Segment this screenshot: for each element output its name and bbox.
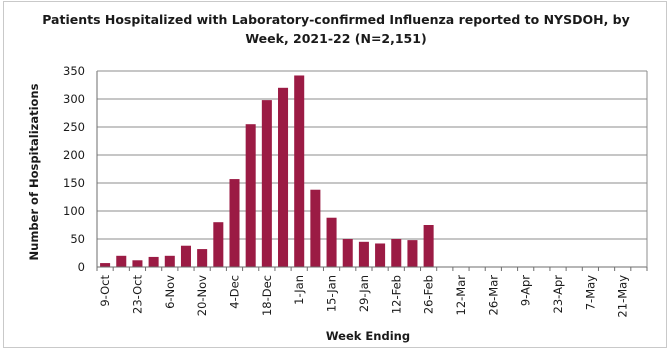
x-tick-label: 7-May xyxy=(583,275,597,310)
bar xyxy=(358,241,369,267)
x-tick-label: 26-Mar xyxy=(486,275,500,316)
y-tick-label: 0 xyxy=(78,260,85,274)
y-tick-label: 150 xyxy=(63,176,85,190)
x-tick-label: 4-Dec xyxy=(228,275,242,309)
x-tick-label: 9-Apr xyxy=(519,275,533,306)
x-tick-label: 26-Feb xyxy=(422,275,436,314)
bar xyxy=(310,189,321,267)
x-tick-label: 23-Apr xyxy=(551,275,565,314)
y-tick-label: 350 xyxy=(63,64,85,78)
bar xyxy=(213,222,224,267)
y-tick-label: 200 xyxy=(63,148,85,162)
axes xyxy=(96,70,648,271)
y-tick-label: 250 xyxy=(63,120,85,134)
bar xyxy=(180,245,191,267)
bar xyxy=(116,255,127,267)
bar xyxy=(197,249,208,267)
bar xyxy=(391,239,402,267)
bar xyxy=(229,179,240,267)
y-tick-label: 300 xyxy=(63,92,85,106)
x-tick-label: 18-Dec xyxy=(260,275,274,316)
y-tick-label: 50 xyxy=(70,232,85,246)
x-tick-label: 15-Jan xyxy=(325,275,339,312)
x-axis-label: Week Ending xyxy=(326,329,410,343)
bar-chart: Patients Hospitalized with Laboratory-co… xyxy=(27,12,648,343)
x-tick-label: 23-Oct xyxy=(130,275,144,314)
bar xyxy=(278,87,289,267)
bar xyxy=(148,256,159,267)
bar xyxy=(407,240,418,267)
y-axis-ticks: 0 50 100 150 200 250 300 350 xyxy=(63,64,85,274)
x-tick-label: 29-Jan xyxy=(357,275,371,312)
bar xyxy=(423,225,434,267)
x-tick-label: 9-Oct xyxy=(98,275,112,307)
gridlines xyxy=(97,70,647,240)
bar xyxy=(164,255,175,267)
chart-subtitle: Week, 2021-22 (N=2,151) xyxy=(245,31,426,46)
bar xyxy=(100,263,111,267)
x-tick-label: 6-Nov xyxy=(163,275,177,309)
bar xyxy=(294,75,305,267)
y-axis-label: Number of Hospitalizations xyxy=(27,83,41,260)
bar xyxy=(261,100,272,268)
x-tick-label: 12-Mar xyxy=(454,275,468,316)
x-axis-ticks: 9-Oct 23-Oct 6-Nov 20-Nov 4-Dec 18-Dec 1-Jan 15… xyxy=(98,275,630,318)
chart-frame: Patients Hospitalized with Laboratory-co… xyxy=(3,1,667,348)
bars xyxy=(100,75,434,268)
bar xyxy=(326,217,337,267)
y-tick-label: 100 xyxy=(63,204,85,218)
bar xyxy=(132,260,143,267)
x-tick-label: 1-Jan xyxy=(292,275,306,305)
bar xyxy=(245,124,256,267)
bar xyxy=(375,243,386,267)
x-tick-label: 12-Feb xyxy=(389,275,403,314)
x-tick-label: 20-Nov xyxy=(195,275,209,316)
chart-title: Patients Hospitalized with Laboratory-co… xyxy=(42,12,630,27)
bar xyxy=(342,239,353,267)
x-tick-label: 21-May xyxy=(616,275,630,318)
